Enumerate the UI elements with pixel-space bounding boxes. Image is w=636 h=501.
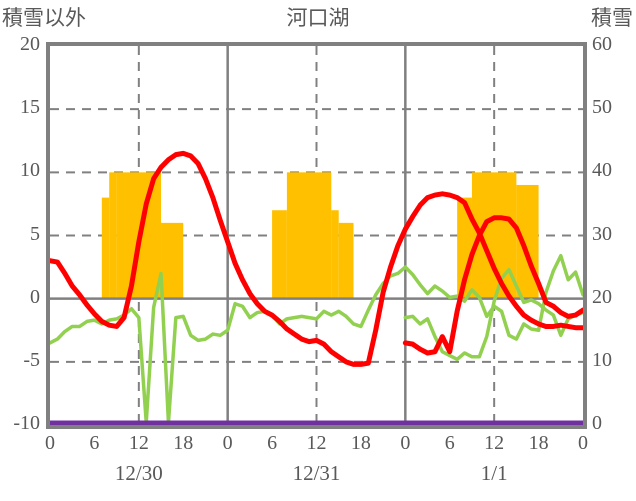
day-label-2: 1/1 bbox=[480, 461, 508, 485]
plot-inner bbox=[50, 46, 583, 425]
series-気温(赤) bbox=[50, 150, 583, 367]
right-tick-40: 40 bbox=[592, 159, 612, 182]
bar-5 bbox=[286, 172, 332, 299]
left-tick-10: 10 bbox=[20, 159, 40, 182]
x-tick-6: 12 bbox=[306, 432, 327, 454]
plot-area bbox=[46, 42, 587, 429]
series-緑(2日目) bbox=[403, 267, 583, 362]
series-気温(赤) 2日目 bbox=[402, 215, 583, 356]
right-tick-0: 0 bbox=[592, 412, 602, 434]
x-tick-3: 18 bbox=[173, 432, 194, 454]
day-label-1: 12/31 bbox=[292, 461, 341, 485]
right-tick-10: 10 bbox=[592, 348, 612, 371]
left-tick-20: 20 bbox=[20, 33, 40, 55]
x-tick-0: 0 bbox=[45, 432, 55, 454]
bar-1 bbox=[109, 172, 117, 299]
left-tick-15: 15 bbox=[20, 96, 40, 119]
day-label-0: 12/30 bbox=[114, 461, 163, 485]
x-tick-4: 0 bbox=[222, 432, 233, 454]
x-tick-7: 18 bbox=[350, 432, 371, 454]
right-tick-60: 60 bbox=[592, 33, 612, 55]
x-tick-12: 0 bbox=[578, 432, 588, 454]
x-tick-1: 6 bbox=[89, 432, 100, 454]
right-tick-50: 50 bbox=[592, 96, 612, 119]
bar-7 bbox=[338, 222, 354, 299]
chart-title: 河口湖 bbox=[286, 6, 350, 30]
left-tick-0: 0 bbox=[30, 285, 40, 308]
right-axis-unit-label: 積雪 bbox=[591, 6, 633, 30]
bar-4 bbox=[272, 210, 287, 299]
left-tick-5: 5 bbox=[30, 222, 40, 245]
bar-6 bbox=[331, 210, 339, 299]
left-tick--5: -5 bbox=[23, 348, 40, 371]
x-tick-11: 18 bbox=[528, 432, 549, 454]
x-tick-5: 6 bbox=[267, 432, 278, 454]
left-tick--10: -10 bbox=[13, 412, 40, 434]
bar-0 bbox=[101, 197, 110, 299]
x-tick-2: 12 bbox=[128, 432, 149, 454]
x-tick-8: 0 bbox=[400, 432, 411, 454]
x-tick-10: 12 bbox=[484, 432, 505, 454]
x-tick-9: 6 bbox=[444, 432, 455, 454]
bar-3 bbox=[161, 222, 184, 299]
right-tick-20: 20 bbox=[592, 285, 612, 308]
chart-svg bbox=[50, 46, 583, 425]
right-tick-30: 30 bbox=[592, 222, 612, 245]
left-axis-unit-label: 積雪以外 bbox=[2, 6, 86, 30]
